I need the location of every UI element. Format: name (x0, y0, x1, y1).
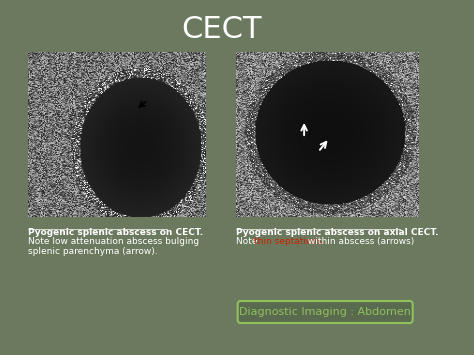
Text: thin septations: thin septations (254, 237, 321, 246)
Text: Diagnostic Imaging : Abdomen: Diagnostic Imaging : Abdomen (239, 307, 411, 317)
Text: Pyogenic splenic abscess on axial CECT.: Pyogenic splenic abscess on axial CECT. (236, 228, 438, 237)
Text: Note low attenuation abscess bulging
splenic parenchyma (arrow).: Note low attenuation abscess bulging spl… (28, 237, 199, 256)
Text: Note: Note (236, 237, 260, 246)
FancyBboxPatch shape (5, 5, 439, 350)
Text: Pyogenic splenic abscess on CECT.: Pyogenic splenic abscess on CECT. (28, 228, 203, 237)
FancyBboxPatch shape (237, 301, 413, 323)
Text: CECT: CECT (182, 16, 262, 44)
Text: within abscess (arrows): within abscess (arrows) (305, 237, 414, 246)
